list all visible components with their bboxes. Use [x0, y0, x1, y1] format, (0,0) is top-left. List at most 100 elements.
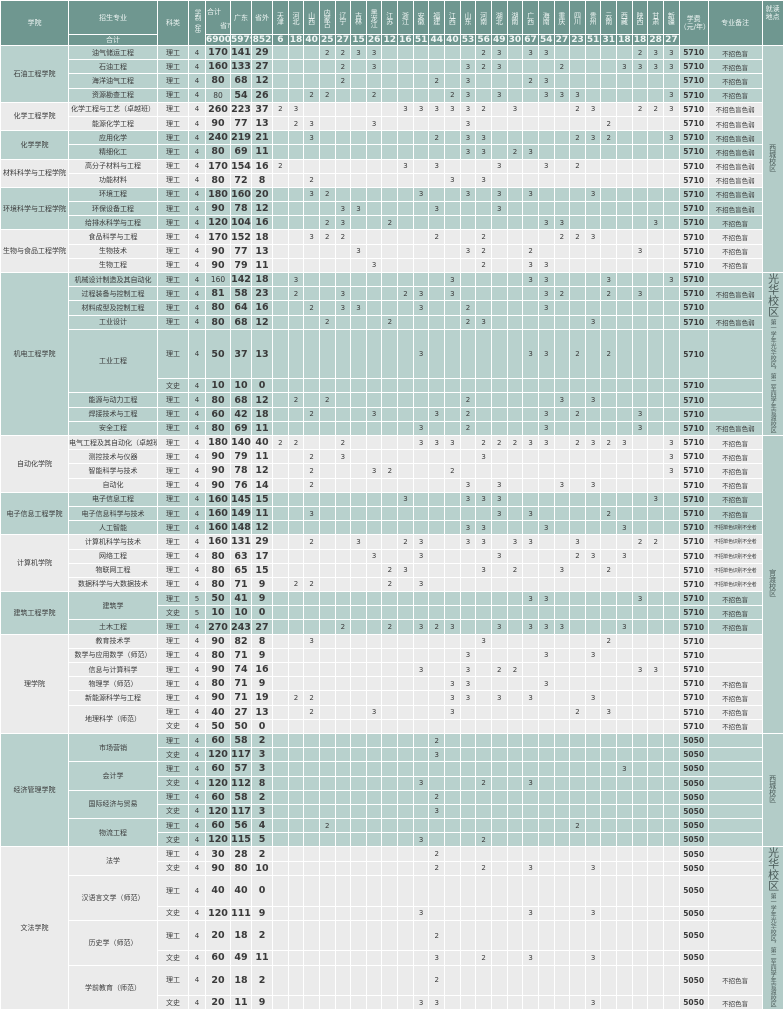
province-quota [445, 733, 461, 747]
province-quota [445, 202, 461, 216]
college-name: 文法学院 [1, 847, 69, 1010]
province-quota [585, 748, 601, 762]
plan-total: 240 [206, 131, 231, 145]
province-quota [413, 762, 429, 776]
plan-outside: 11 [252, 145, 273, 159]
province-quota [570, 951, 586, 965]
province-quota [585, 620, 601, 634]
province-quota [273, 244, 289, 258]
province-quota [366, 965, 382, 996]
province-quota [476, 74, 492, 88]
province-quota [601, 549, 617, 563]
province-quota [366, 393, 382, 407]
province-quota [476, 733, 492, 747]
study-years: 4 [189, 301, 206, 315]
province-quota [491, 563, 507, 577]
plan-outside: 2 [252, 790, 273, 804]
province-quota: 3 [413, 620, 429, 634]
province-quota [382, 478, 398, 492]
province-quota [413, 478, 429, 492]
province-quota [523, 379, 539, 393]
subject-type: 理工 [158, 762, 189, 776]
province-quota [319, 159, 335, 173]
plan-outside: 11 [252, 951, 273, 965]
province-quota: 3 [445, 620, 461, 634]
province-quota [585, 492, 601, 506]
plan-outside: 2 [252, 965, 273, 996]
province-quota [538, 549, 554, 563]
province-quota [648, 906, 664, 920]
total-province: 18 [288, 35, 304, 46]
province-quota [366, 478, 382, 492]
major-note: 不招色盲 [708, 464, 762, 478]
province-quota [601, 804, 617, 818]
province-quota [273, 906, 289, 920]
province-quota [398, 258, 414, 272]
province-quota [413, 88, 429, 102]
province-quota [491, 287, 507, 301]
province-quota: 2 [570, 819, 586, 833]
province-quota [398, 875, 414, 906]
plan-outside: 23 [252, 287, 273, 301]
province-quota [319, 804, 335, 818]
province-quota [366, 733, 382, 747]
province-quota [554, 315, 570, 329]
province-quota [585, 606, 601, 620]
province-quota [632, 329, 648, 379]
study-years: 4 [189, 202, 206, 216]
province-quota [585, 719, 601, 733]
major-note [708, 748, 762, 762]
province-quota: 3 [648, 60, 664, 74]
province-quota [632, 478, 648, 492]
province-quota [319, 875, 335, 906]
province-quota [632, 606, 648, 620]
subject-type: 理工 [158, 733, 189, 747]
province-quota [664, 258, 680, 272]
subject-type: 理工 [158, 705, 189, 719]
province-quota [288, 620, 304, 634]
province-quota [429, 329, 445, 379]
province-quota [507, 230, 523, 244]
province-quota: 2 [570, 230, 586, 244]
plan-total: 170 [206, 230, 231, 244]
province-quota [664, 315, 680, 329]
province-quota [273, 74, 289, 88]
province-quota [382, 230, 398, 244]
province-quota [491, 258, 507, 272]
plan-outside: 11 [252, 450, 273, 464]
province-quota [476, 159, 492, 173]
province-quota [366, 287, 382, 301]
study-years: 4 [189, 691, 206, 705]
province-quota [507, 315, 523, 329]
province-quota [460, 450, 476, 464]
province-quota [585, 663, 601, 677]
tuition-fee: 5710 [679, 202, 708, 216]
plan-outside: 13 [252, 244, 273, 258]
province-quota [273, 173, 289, 187]
province-quota [304, 606, 320, 620]
province-quota [617, 393, 633, 407]
province-quota [648, 315, 664, 329]
province-quota: 3 [632, 407, 648, 421]
province-quota [273, 273, 289, 287]
province-quota: 2 [398, 535, 414, 549]
province-quota [523, 577, 539, 591]
tuition-fee: 5050 [679, 733, 708, 747]
major-note: 不招色盲 [708, 88, 762, 102]
campus-location: 官渡校区 [762, 436, 783, 734]
province-quota [554, 46, 570, 60]
subject-type: 理工 [158, 116, 189, 130]
subject-type: 理工 [158, 577, 189, 591]
province-quota [570, 847, 586, 861]
province-quota [273, 648, 289, 662]
tuition-fee: 5050 [679, 965, 708, 996]
province-quota [273, 819, 289, 833]
province-quota [664, 393, 680, 407]
province-quota [382, 393, 398, 407]
province-quota [398, 861, 414, 875]
province-quota [570, 804, 586, 818]
province-quota [523, 492, 539, 506]
